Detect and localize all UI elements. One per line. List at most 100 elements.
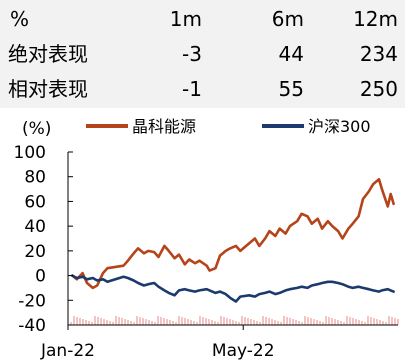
volume-bar	[187, 319, 189, 325]
volume-bar	[169, 320, 171, 325]
volume-bar	[358, 320, 360, 325]
performance-row-relative: 相对表现 -1 55 250	[0, 72, 405, 106]
volume-bar	[316, 320, 318, 325]
volume-bar	[100, 318, 102, 325]
volume-bar	[154, 322, 156, 325]
volume-bar	[286, 317, 288, 325]
y-tick-label: 80	[24, 168, 46, 188]
volume-bar	[262, 316, 264, 325]
header-12m: 12m	[353, 7, 398, 31]
volume-bar	[220, 316, 222, 325]
volume-bar	[283, 316, 285, 325]
chart-legend: 晶科能源 沪深300	[86, 117, 371, 136]
volume-bar	[85, 320, 87, 325]
volume-bar	[388, 316, 390, 325]
performance-line-chart: (%) 晶科能源 沪深300 -40 -20 0 20 40 60 80 100 Jan-22 M…	[14, 117, 399, 361]
volume-bar	[340, 321, 342, 325]
x-tick-label: Jan-22	[40, 341, 95, 361]
volume-bar	[268, 318, 270, 325]
y-tick-label: 60	[24, 192, 46, 212]
x-tick-label: May-22	[212, 341, 275, 361]
volume-bar	[331, 318, 333, 325]
volume-bar	[313, 319, 315, 325]
volume-bar	[355, 319, 357, 325]
series-line-1	[71, 177, 395, 290]
volume-bar	[181, 317, 183, 325]
row-value-6m: 44	[278, 42, 304, 66]
volume-bar	[115, 316, 117, 325]
volume-bar	[250, 319, 252, 325]
volume-bar	[259, 322, 261, 325]
volume-bar	[199, 316, 201, 325]
volume-bar	[310, 318, 312, 325]
y-tick-label: 0	[35, 267, 46, 287]
volume-bar	[121, 318, 123, 325]
legend-label-series-2: 沪深300	[308, 117, 371, 136]
volume-bar	[379, 320, 381, 325]
volume-bar	[394, 318, 396, 325]
header-1m: 1m	[169, 7, 202, 31]
volume-bar	[73, 316, 75, 325]
volume-bar	[196, 322, 198, 325]
volume-bar	[151, 321, 153, 325]
volume-bar	[244, 317, 246, 325]
y-tick-label: 100	[14, 143, 46, 163]
volume-bar	[106, 320, 108, 325]
row-label: 相对表现	[8, 77, 88, 101]
performance-table-header: % 1m 6m 12m	[0, 2, 405, 36]
volume-bar	[70, 322, 72, 325]
series-line-2	[71, 274, 395, 303]
volume-bar	[298, 321, 300, 325]
volume-bar	[265, 317, 267, 325]
header-percent-label: %	[10, 7, 30, 31]
volume-bar	[76, 317, 78, 325]
volume-bar	[139, 317, 141, 325]
volume-bar	[376, 319, 378, 325]
legend-label-series-1: 晶科能源	[132, 117, 196, 136]
volume-bar	[343, 322, 345, 325]
series-layer	[71, 177, 395, 303]
volume-bar	[223, 317, 225, 325]
y-axis-label: (%)	[22, 119, 51, 139]
volume-bar	[103, 319, 105, 325]
volume-bar	[238, 322, 240, 325]
row-value-12m: 234	[359, 42, 398, 66]
volume-bar	[133, 322, 135, 325]
volume-bar	[112, 322, 114, 325]
volume-bar	[277, 321, 279, 325]
volume-bar	[334, 319, 336, 325]
volume-bar	[175, 322, 177, 325]
volume-bar	[307, 317, 309, 325]
volume-bar	[289, 318, 291, 325]
volume-bar	[274, 320, 276, 325]
volume-bar	[385, 322, 387, 325]
volume-bar	[367, 316, 369, 325]
row-value-1m: -3	[182, 42, 202, 66]
volume-bar	[157, 316, 159, 325]
volume-bar	[271, 319, 273, 325]
volume-bar	[328, 317, 330, 325]
volume-bar	[301, 322, 303, 325]
volume-bar	[304, 316, 306, 325]
volume-bar	[295, 320, 297, 325]
volume-bar	[214, 321, 216, 325]
y-tick-label: 40	[24, 217, 46, 237]
volume-bar	[142, 318, 144, 325]
row-value-6m: 55	[278, 77, 304, 101]
volume-bar	[163, 318, 165, 325]
volume-bar	[232, 320, 234, 325]
volume-bar	[280, 322, 282, 325]
volume-bar	[130, 321, 132, 325]
volume-bar	[319, 321, 321, 325]
volume-bar	[361, 321, 363, 325]
volume-bar	[94, 316, 96, 325]
volume-bar	[145, 319, 147, 325]
volume-bar	[397, 319, 399, 325]
volume-shading	[70, 316, 399, 325]
volume-bar	[229, 319, 231, 325]
volume-bar	[109, 321, 111, 325]
volume-bar	[364, 322, 366, 325]
volume-bar	[205, 318, 207, 325]
volume-bar	[352, 318, 354, 325]
y-tick-label: 20	[24, 242, 46, 262]
